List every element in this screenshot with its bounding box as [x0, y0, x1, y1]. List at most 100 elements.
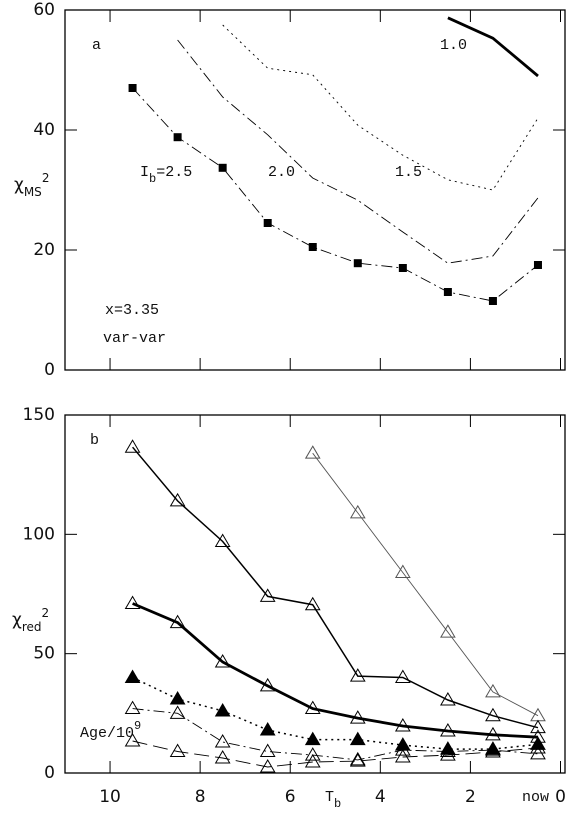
marker [394, 749, 411, 763]
marker [124, 595, 141, 610]
marker [169, 691, 186, 705]
panel-label: a [92, 37, 101, 54]
marker [485, 744, 501, 758]
annotation-part: T [325, 789, 334, 806]
marker [440, 691, 456, 706]
marker [173, 133, 182, 142]
marker [263, 219, 272, 227]
series-line [132, 602, 539, 739]
marker [304, 700, 321, 715]
marker [218, 163, 227, 172]
x-tick-label: 6 [285, 787, 296, 807]
y-axis-label: χMS2 [14, 171, 49, 199]
marker [398, 264, 407, 272]
annotation-part: I [140, 164, 149, 181]
annotation-part: x=3.35 [105, 302, 159, 319]
marker [214, 702, 231, 717]
panel-label-part: a [92, 37, 101, 54]
annotation: Tb [325, 789, 341, 811]
panel-label: b [90, 432, 99, 449]
marker [485, 683, 501, 698]
marker [259, 743, 276, 758]
marker [440, 747, 456, 761]
annotation: 1.0 [440, 37, 467, 54]
marker [394, 669, 411, 684]
y-tick-label: 100 [23, 524, 55, 544]
marker [394, 742, 411, 756]
marker [169, 492, 186, 507]
marker [214, 749, 231, 764]
y-axis-label-part: 2 [42, 171, 50, 185]
series-line [312, 452, 539, 717]
annotation: Ib=2.5 [140, 164, 192, 186]
annotation: 1.5 [395, 164, 422, 181]
marker [169, 614, 186, 629]
series-line [132, 708, 539, 761]
marker [124, 669, 141, 684]
plot-frame [64, 414, 566, 774]
marker [533, 261, 542, 269]
y-tick-label: 0 [44, 763, 55, 783]
annotation: Age/109 [80, 719, 141, 742]
y-tick-label: 40 [33, 120, 55, 140]
series-line [132, 676, 539, 750]
marker [124, 700, 141, 715]
marker [169, 743, 186, 758]
annotation-part: 2.0 [268, 164, 295, 181]
marker [128, 84, 137, 92]
marker [259, 759, 276, 773]
y-tick-label: 150 [23, 405, 55, 425]
series-group [128, 16, 542, 305]
marker [530, 739, 546, 754]
marker [169, 705, 186, 719]
marker [394, 564, 411, 579]
marker [485, 707, 501, 722]
marker [440, 624, 456, 638]
marker [530, 707, 546, 722]
marker [304, 445, 321, 459]
annotation-part: b [334, 797, 341, 811]
annotation-part: Age/10 [80, 725, 134, 742]
annotation-part: b [149, 172, 156, 186]
marker [349, 731, 366, 746]
annotation: x=3.35 [105, 302, 159, 319]
marker [304, 731, 321, 746]
marker [259, 588, 276, 602]
y-axis-label-part: red [22, 620, 42, 634]
y-tick-label: 60 [33, 0, 55, 20]
marker [349, 753, 366, 767]
marker [443, 288, 452, 296]
marker [485, 742, 501, 756]
y-axis-label-part: 2 [42, 606, 50, 620]
marker [349, 668, 366, 682]
y-axis-label: χred2 [12, 606, 49, 634]
marker [214, 733, 231, 748]
series-group [124, 439, 546, 773]
series-line [447, 16, 539, 78]
marker [440, 723, 456, 737]
y-axis-label-part: χ [12, 610, 22, 630]
marker [349, 751, 366, 766]
annotation-part: 1.0 [440, 37, 467, 54]
marker [353, 259, 362, 268]
x-tick-label: 4 [375, 787, 386, 807]
y-axis-label-part: MS [24, 185, 42, 199]
marker [304, 596, 321, 611]
marker [214, 533, 231, 547]
annotation: var-var [103, 330, 166, 347]
marker [530, 719, 546, 734]
marker [485, 726, 501, 741]
annotation-part: =2.5 [156, 164, 192, 181]
annotation: 2.0 [268, 164, 295, 181]
annotation-part: 9 [134, 719, 141, 733]
series-line [132, 446, 539, 729]
marker [394, 717, 411, 732]
marker [349, 710, 366, 724]
y-axis-label-part: χ [14, 175, 24, 195]
marker [124, 439, 141, 453]
marker [259, 722, 276, 736]
marker [259, 677, 276, 692]
series-line [132, 740, 539, 768]
marker [214, 654, 231, 668]
